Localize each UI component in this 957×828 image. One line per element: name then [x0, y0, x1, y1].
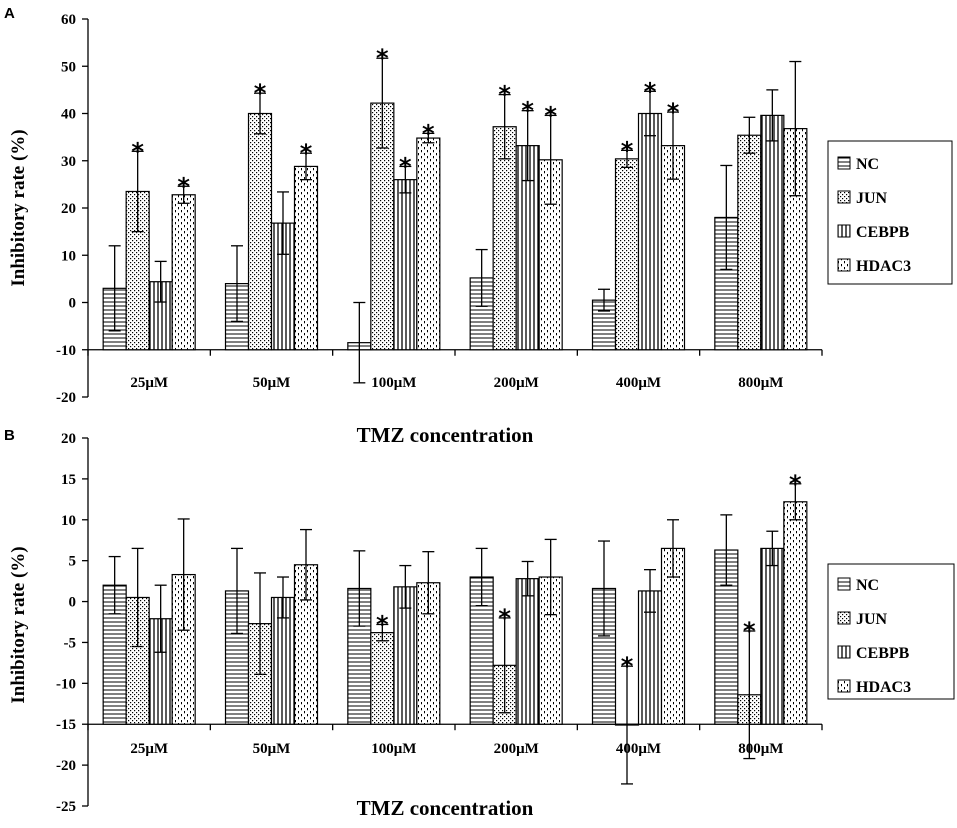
panel-b-significance-mark: *	[498, 604, 511, 632]
panel-b-legend-label-jun: JUN	[856, 611, 888, 628]
panel-a-y-axis-title: Inhibitory rate (%)	[8, 129, 29, 286]
panel-a-bar-jun	[614, 158, 640, 351]
panel-b-legend-swatch-cebpb	[837, 645, 851, 659]
panel-b-significance-mark: *	[621, 652, 634, 680]
panel-b-y-tick-label: -15	[56, 717, 76, 733]
panel-a-significance-mark: *	[300, 139, 313, 167]
panel-b-bar-cebpb	[515, 578, 540, 725]
panel-b-y-tick-label: 5	[69, 554, 77, 570]
panel-a-significance-mark: *	[399, 152, 412, 180]
panel-b-bar-cebpb	[760, 547, 785, 725]
panel-a-legend-swatch-cebpb	[837, 224, 851, 238]
panel-b-legend-swatch-hdac3	[837, 679, 851, 693]
panel-a-y-tick-label: 50	[61, 59, 76, 75]
panel-a-bar-hdac3	[416, 137, 441, 351]
panel-a-legend-swatch-hdac3	[837, 258, 851, 272]
panel-b-legend-label-cebpb: CEBPB	[856, 645, 910, 662]
panel-b-legend-label-hdac3: HDAC3	[856, 679, 911, 696]
panel-b-y-tick-label: 15	[61, 472, 76, 488]
panel-b-significance-mark: *	[376, 610, 389, 638]
panel-b-y-axis-title: Inhibitory rate (%)	[8, 546, 29, 703]
panel-b-y-tick-label: 20	[61, 431, 76, 447]
panel-b-significance-mark: *	[743, 617, 756, 645]
panel-b-category-label: 400μM	[616, 741, 661, 757]
panel-b-category-label: 100μM	[371, 741, 416, 757]
panel-a-y-tick-label: 20	[61, 201, 76, 217]
panel-a-significance-mark: *	[422, 119, 435, 147]
panel-b-bar-jun	[370, 632, 395, 725]
panel-b-significance-mark: *	[789, 470, 802, 498]
panel-a-legend-swatch-nc	[837, 156, 851, 170]
panel-a-significance-mark: *	[498, 81, 511, 109]
panel-a-y-tick-label: -20	[56, 390, 76, 406]
panel-a-significance-mark: *	[544, 101, 557, 129]
panel-a-category-label: 400μM	[616, 375, 661, 391]
panel-b-y-tick-label: 0	[69, 595, 77, 611]
panel-a-significance-mark: *	[644, 77, 657, 105]
panel-b-y-tick-label: -5	[64, 635, 77, 651]
panel-a-bar-cebpb	[637, 112, 663, 351]
panel-b-x-axis-title: TMZ concentration	[357, 796, 534, 820]
panel-a-significance-mark: *	[177, 172, 190, 200]
panel-a-bar-cebpb	[760, 114, 785, 351]
panel-a-legend-label-hdac3: HDAC3	[856, 258, 911, 275]
panel-a-legend-label-nc: NC	[856, 156, 879, 173]
panel-a-bar-hdac3	[293, 165, 319, 351]
panel-a-bar-jun	[737, 134, 762, 351]
panel-a-category-label: 50μM	[253, 375, 291, 391]
panel-a-y-tick-label: 30	[61, 154, 76, 170]
panel-b-legend-swatch-jun	[837, 611, 851, 625]
panel-a-legend-swatch-jun	[837, 190, 851, 204]
panel-a-legend-label-cebpb: CEBPB	[856, 224, 910, 241]
panel-a-bar-cebpb	[393, 179, 418, 351]
panel-a-bar-jun	[247, 112, 273, 351]
panel-a-significance-mark: *	[521, 97, 534, 125]
panel-a-category-label: 800μM	[738, 375, 783, 391]
panel-a-y-tick-label: 60	[61, 12, 76, 28]
panel-b-y-tick-label: 10	[61, 513, 76, 529]
panel-a-category-label: 25μM	[130, 375, 168, 391]
panel-a-significance-mark: *	[667, 98, 680, 126]
panel-a-legend-label-jun: JUN	[856, 190, 888, 207]
panel-a-significance-mark: *	[621, 136, 634, 164]
panel-a-letter: A	[4, 5, 15, 22]
panel-a-bar-hdac3	[171, 194, 196, 351]
panel-b-y-tick-label: -10	[56, 676, 76, 692]
panel-b-letter: B	[4, 427, 15, 444]
panel-a-y-tick-label: -10	[56, 343, 76, 359]
panel-a-x-axis-title: TMZ concentration	[357, 423, 534, 447]
panel-a-category-label: 100μM	[371, 375, 416, 391]
panel-b-legend-label-nc: NC	[856, 577, 879, 594]
panel-b-category-label: 200μM	[494, 741, 539, 757]
panel-a-significance-mark: *	[376, 44, 389, 72]
panel-a-category-label: 200μM	[494, 375, 539, 391]
panel-b-category-label: 25μM	[130, 741, 168, 757]
panel-a-significance-mark: *	[131, 137, 144, 165]
panel-a-bar-jun	[492, 126, 517, 351]
panel-b-legend-swatch-nc	[837, 577, 851, 591]
panel-b-y-tick-label: -25	[56, 799, 76, 815]
panel-a-y-tick-label: 10	[61, 248, 76, 264]
panel-b-y-tick-label: -20	[56, 758, 76, 774]
panel-a-y-tick-label: 40	[61, 107, 76, 123]
panel-b-bar-hdac3	[783, 501, 808, 725]
panel-a-y-tick-label: 0	[69, 296, 77, 312]
panel-a-significance-mark: *	[254, 79, 267, 107]
panel-b-category-label: 800μM	[738, 741, 783, 757]
panel-b-category-label: 50μM	[253, 741, 291, 757]
